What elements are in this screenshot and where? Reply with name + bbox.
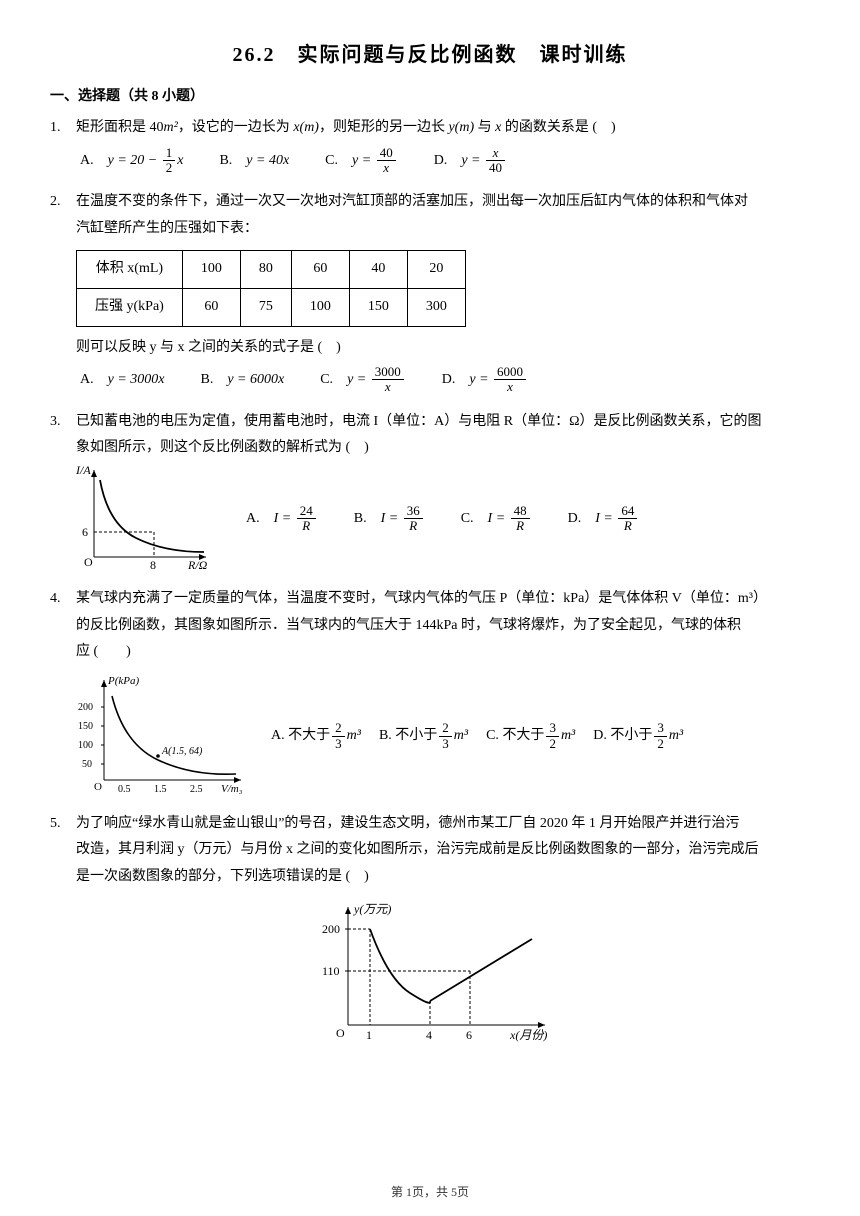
svg-text:O: O [84, 555, 93, 569]
q4-options: A. 不大于23m³ B. 不小于23m³ C. 不大于32m³ D. 不小于3… [271, 721, 683, 751]
svg-text:R/Ω: R/Ω [187, 558, 208, 572]
q5-number: 5. [50, 811, 76, 838]
q3-number: 3. [50, 409, 76, 436]
svg-text:110: 110 [322, 964, 340, 978]
q1-number: 1. [50, 115, 76, 142]
question-3: 3. 已知蓄电池的电压为定值，使用蓄电池时，电流 I（单位：A）与电阻 R（单位… [50, 409, 810, 572]
question-2: 2. 在温度不变的条件下，通过一次又一次地对汽缸顶部的活塞加压，测出每一次加压后… [50, 189, 810, 395]
q2-table: 体积 x(mL) 100 80 60 40 20 压强 y(kPa) 60 75… [76, 250, 466, 326]
svg-text:1.5: 1.5 [154, 784, 167, 795]
svg-text:V/m₃: V/m₃ [221, 783, 243, 795]
svg-text:4: 4 [426, 1028, 432, 1042]
q4-chart: P(kPa) V/m₃ O 50 100 150 200 0.5 1.5 2.5… [76, 672, 251, 797]
q2-text3: 则可以反映 y 与 x 之间的关系的式子是 ( ) [76, 335, 810, 362]
q2-options: A. y = 3000x B. y = 6000x C. y = 3000x D… [80, 365, 810, 395]
q1-options: A. y = 20 − 12x B. y = 40x C. y = 40x D.… [80, 146, 810, 176]
question-5: 5. 为了响应“绿水青山就是金山银山”的号召，建设生态文明，德州市某工厂自 20… [50, 811, 810, 1047]
svg-text:2.5: 2.5 [190, 784, 203, 795]
q2-text: 在温度不变的条件下，通过一次又一次地对汽缸顶部的活塞加压，测出每一次加压后缸内气… [76, 189, 810, 242]
svg-text:0.5: 0.5 [118, 784, 131, 795]
page-footer: 第 1页，共 5页 [0, 1183, 860, 1200]
svg-text:200: 200 [78, 702, 93, 713]
svg-text:y(万元): y(万元) [353, 902, 391, 916]
svg-text:150: 150 [78, 721, 93, 732]
svg-text:200: 200 [322, 922, 340, 936]
q3-text: 已知蓄电池的电压为定值，使用蓄电池时，电流 I（单位：A）与电阻 R（单位：Ω）… [76, 409, 810, 462]
q2-number: 2. [50, 189, 76, 216]
question-4: 4. 某气球内充满了一定质量的气体，当温度不变时，气球内气体的气压 P（单位：k… [50, 586, 810, 797]
table-row: 压强 y(kPa) 60 75 100 150 300 [77, 288, 466, 326]
q5-text: 为了响应“绿水青山就是金山银山”的号召，建设生态文明，德州市某工厂自 2020 … [76, 811, 810, 891]
svg-text:O: O [336, 1026, 345, 1040]
section-header: 一、选择题（共 8 小题） [50, 85, 810, 105]
svg-text:A(1.5, 64): A(1.5, 64) [161, 746, 203, 757]
q3-chart: I/A R/Ω O 6 8 [76, 462, 216, 572]
svg-text:6: 6 [466, 1028, 472, 1042]
svg-text:50: 50 [82, 759, 92, 770]
svg-text:6: 6 [82, 525, 88, 539]
q4-number: 4. [50, 586, 76, 613]
svg-text:x(月份): x(月份) [509, 1028, 547, 1042]
q1-text: 矩形面积是 40m²，设它的一边长为 x(m)，则矩形的另一边长 y(m) 与 … [76, 115, 810, 142]
question-1: 1. 矩形面积是 40m²，设它的一边长为 x(m)，则矩形的另一边长 y(m)… [50, 115, 810, 175]
svg-text:8: 8 [150, 558, 156, 572]
svg-text:O: O [94, 781, 102, 793]
page-title: 26.2 实际问题与反比例函数 课时训练 [50, 38, 810, 67]
q5-chart: y(万元) x(月份) O 200 110 1 4 6 [300, 897, 560, 1047]
svg-text:P(kPa): P(kPa) [107, 675, 139, 687]
svg-text:1: 1 [366, 1028, 372, 1042]
svg-text:I/A: I/A [76, 463, 91, 477]
q4-text: 某气球内充满了一定质量的气体，当温度不变时，气球内气体的气压 P（单位：kPa）… [76, 586, 810, 666]
table-row: 体积 x(mL) 100 80 60 40 20 [77, 251, 466, 289]
svg-text:100: 100 [78, 740, 93, 751]
q3-options: A. I = 24R B. I = 36R C. I = 48R D. I = … [246, 504, 639, 534]
